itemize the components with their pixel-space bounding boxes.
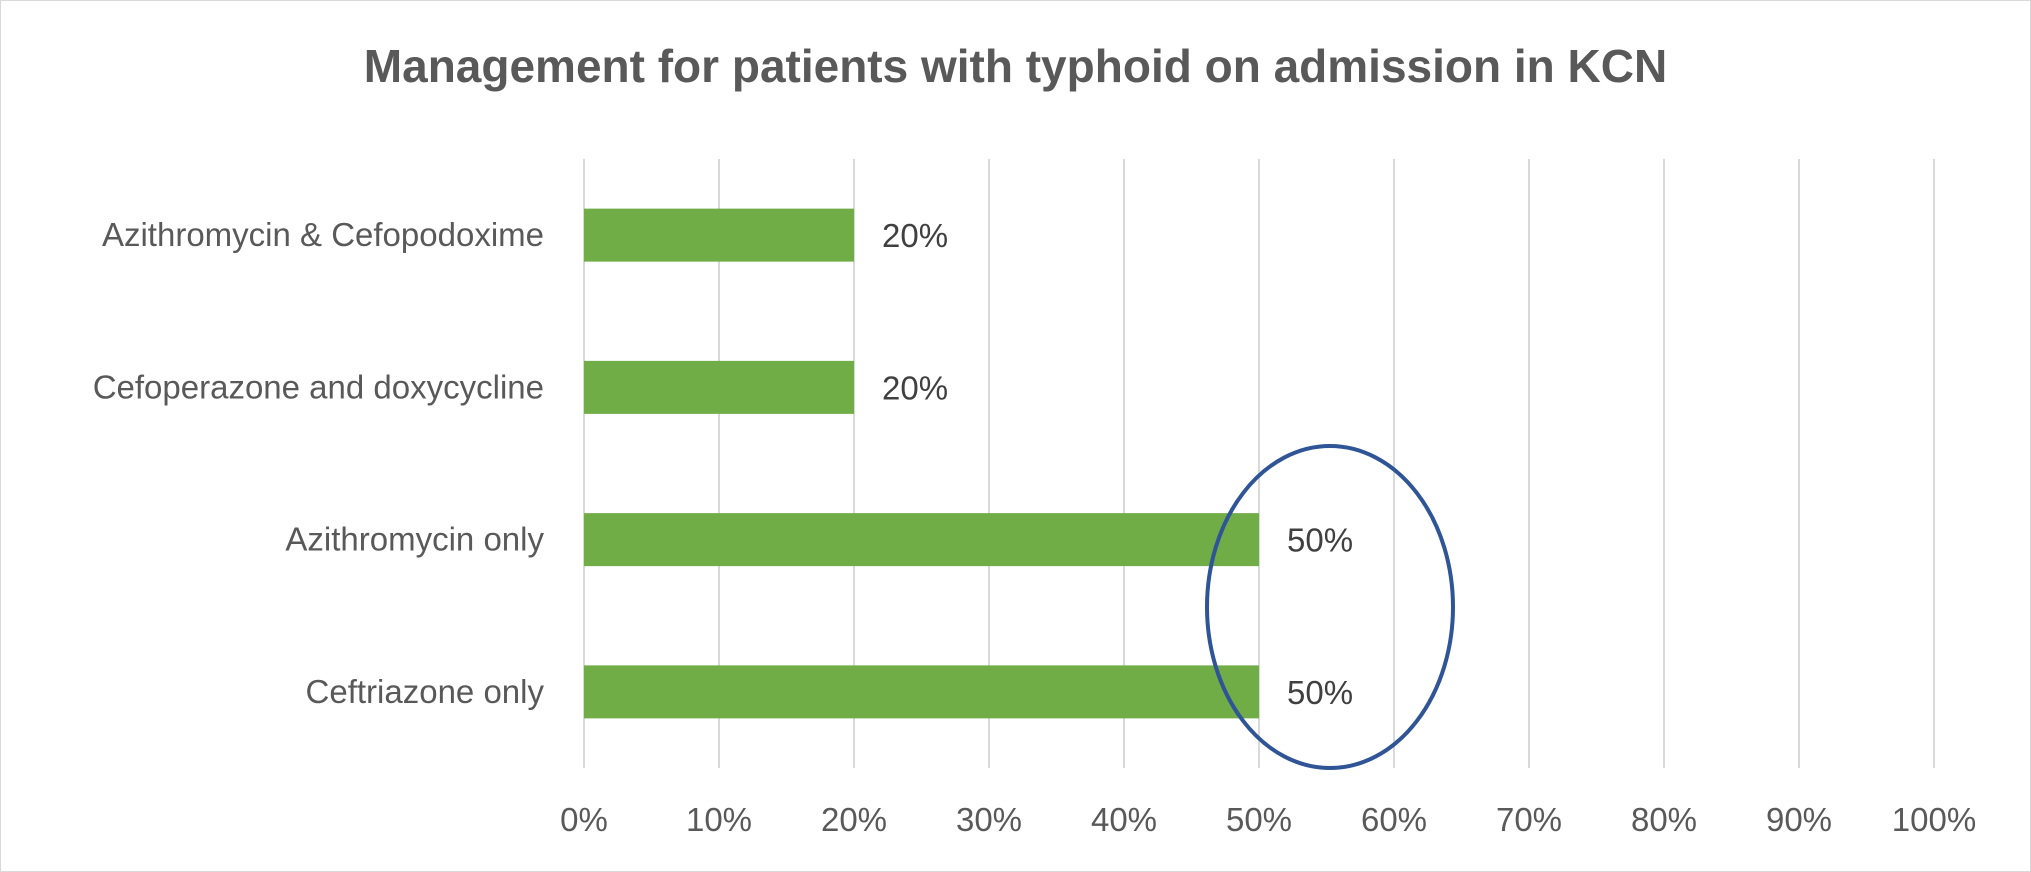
bar-2: [584, 513, 1259, 567]
x-tick-label-6: 60%: [1361, 801, 1427, 838]
x-tick-label-0: 0%: [560, 801, 608, 838]
annotations: [1205, 444, 1455, 770]
x-tick-label-2: 20%: [821, 801, 887, 838]
x-tick-label-1: 10%: [686, 801, 752, 838]
x-tick-label-4: 40%: [1091, 801, 1157, 838]
x-tick-label-3: 30%: [956, 801, 1022, 838]
category-label-2: Azithromycin only: [285, 521, 544, 558]
labels: 0% 10% 20% 30% 40% 50% 60% 70% 80% 90% 100% Azithro…: [93, 216, 1977, 838]
x-tick-label-10: 100%: [1892, 801, 1976, 838]
category-label-3: Ceftriazone only: [306, 673, 545, 710]
category-label-0: Azithromycin & Cefopodoxime: [102, 216, 544, 253]
bar-3: [584, 665, 1259, 719]
x-tick-label-9: 90%: [1766, 801, 1832, 838]
annotation-ellipse: [1205, 444, 1455, 770]
data-label-2: 50%: [1287, 522, 1353, 559]
x-tick-label-7: 70%: [1496, 801, 1562, 838]
bar-1: [584, 360, 854, 414]
bar-0: [584, 208, 854, 262]
chart-title: Management for patients with typhoid on …: [363, 40, 1668, 92]
category-label-1: Cefoperazone and doxycycline: [93, 368, 544, 405]
x-tick-label-8: 80%: [1631, 801, 1697, 838]
data-label-0: 20%: [882, 217, 948, 254]
data-label-3: 50%: [1287, 674, 1353, 711]
x-tick-label-5: 50%: [1226, 801, 1292, 838]
data-label-1: 20%: [882, 369, 948, 406]
bars: [584, 208, 1259, 719]
